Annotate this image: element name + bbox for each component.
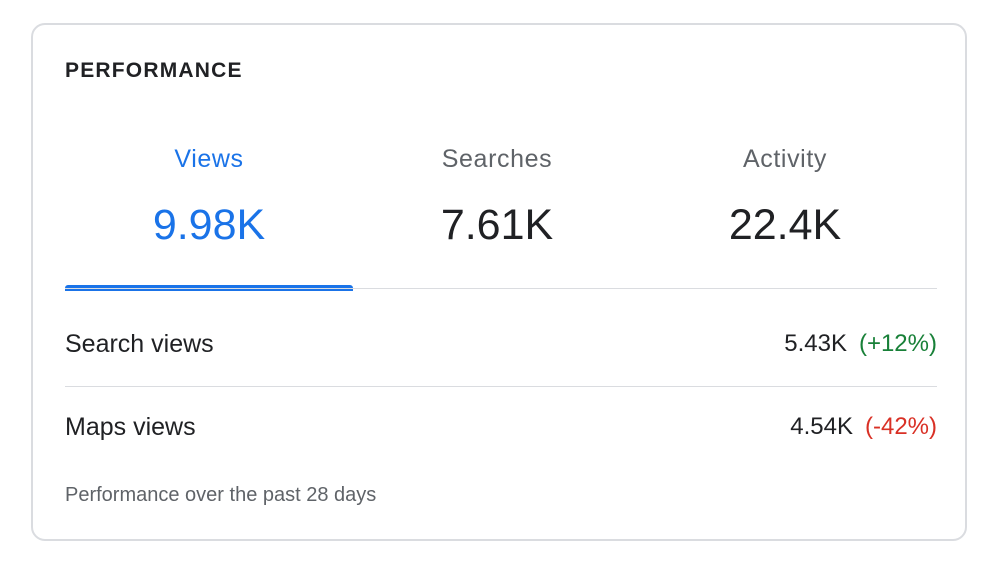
tab-activity-label: Activity (743, 145, 827, 173)
row-value: 4.54K (790, 413, 853, 440)
change-badge-positive: (+12%) (858, 330, 937, 357)
metric-row-maps-views: Maps views 4.54K (-42%) (65, 407, 937, 447)
tab-searches-value: 7.61K (440, 201, 554, 249)
tabs-divider (65, 288, 937, 289)
change-badge-negative: (-42%) (864, 413, 937, 440)
tab-views[interactable]: Views 9.98K (65, 135, 353, 291)
tab-activity[interactable]: Activity 22.4K (641, 135, 929, 291)
row-label: Search views (65, 329, 214, 358)
metric-tabs: Views 9.98K Searches 7.61K Activity 22.4… (65, 135, 937, 291)
tab-views-label: Views (174, 145, 244, 173)
tab-activity-value: 22.4K (728, 201, 842, 249)
row-divider (65, 386, 937, 387)
footnote: Performance over the past 28 days (65, 484, 377, 506)
row-value: 5.43K (784, 330, 847, 357)
metric-row-search-views: Search views 5.43K (+12%) (65, 324, 937, 364)
performance-card: PERFORMANCE Views 9.98K Searches 7.61K A… (31, 23, 967, 541)
tab-views-value: 9.98K (152, 201, 266, 249)
card-title: PERFORMANCE (65, 59, 243, 82)
tab-searches-label: Searches (441, 145, 553, 173)
row-label: Maps views (65, 412, 196, 441)
tab-searches[interactable]: Searches 7.61K (353, 135, 641, 291)
